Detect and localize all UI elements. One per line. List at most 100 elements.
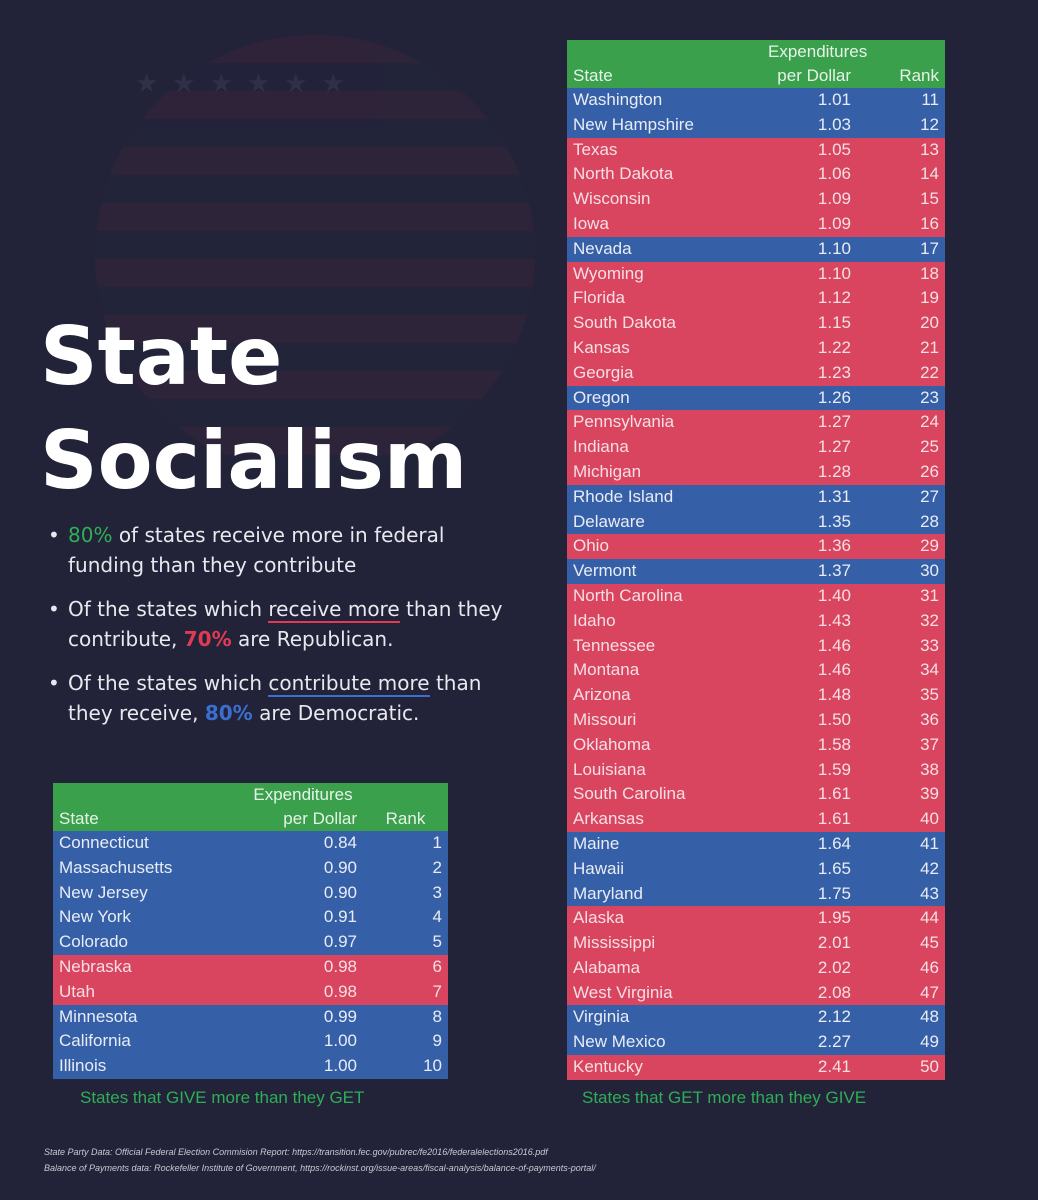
rank-cell: 37 — [857, 732, 945, 758]
get-caption: States that GET more than they GIVE — [582, 1088, 867, 1107]
rank-cell: 27 — [857, 484, 945, 510]
bullet-3-post: are Democratic. — [259, 701, 420, 725]
value-cell: 0.90 — [243, 880, 363, 906]
state-cell: North Carolina — [567, 583, 762, 609]
get-states-table: Expenditures State per Dollar Rank Washi… — [567, 40, 945, 1080]
table-header-row-2: State per Dollar Rank — [567, 64, 945, 88]
value-cell: 1.00 — [243, 1029, 363, 1055]
table-row: Connecticut 0.84 1 — [53, 831, 448, 856]
rank-cell: 17 — [857, 236, 945, 262]
rank-cell: 44 — [857, 906, 945, 932]
state-cell: Wyoming — [567, 261, 762, 287]
bullet-1: • 80% of states receive more in federal … — [48, 520, 518, 580]
rank-cell: 41 — [857, 831, 945, 857]
bullet-dot-icon: • — [48, 671, 60, 695]
value-cell: 1.58 — [762, 732, 857, 758]
state-cell: Iowa — [567, 211, 762, 237]
give-caption: States that GIVE more than they GET — [80, 1088, 365, 1107]
table-row: Washington 1.01 11 — [567, 88, 945, 113]
state-cell: Minnesota — [53, 1004, 243, 1030]
value-cell: 1.59 — [762, 757, 857, 783]
table-row: Nebraska 0.98 6 — [53, 954, 448, 980]
value-cell: 1.75 — [762, 881, 857, 907]
header-rank: Rank — [857, 64, 945, 88]
value-cell: 1.36 — [762, 534, 857, 560]
value-cell: 1.61 — [762, 807, 857, 832]
rank-cell: 11 — [857, 88, 945, 113]
bullet-2-pre: Of the states which — [68, 597, 263, 621]
rank-cell: 50 — [857, 1055, 945, 1080]
state-cell: Florida — [567, 286, 762, 312]
header-state: State — [567, 64, 762, 88]
state-cell: West Virginia — [567, 980, 762, 1006]
state-cell: New Mexico — [567, 1030, 762, 1056]
rank-cell: 48 — [857, 1005, 945, 1031]
bullet-3-pre: Of the states which — [68, 671, 263, 695]
page-title: State Socialism — [40, 305, 467, 513]
bullet-dot-icon: • — [48, 523, 60, 547]
bullet-3-underline: contribute more — [268, 671, 430, 697]
value-cell: 1.35 — [762, 509, 857, 535]
table-row: Alabama 2.02 46 — [567, 955, 945, 981]
rank-cell: 28 — [857, 509, 945, 535]
bullet-2-underline: receive more — [268, 597, 400, 623]
bullet-3: • Of the states which contribute more th… — [48, 668, 518, 728]
value-cell: 2.12 — [762, 1005, 857, 1031]
state-cell: Missouri — [567, 707, 762, 733]
value-cell: 1.31 — [762, 484, 857, 510]
value-cell: 2.27 — [762, 1030, 857, 1056]
state-cell: Texas — [567, 137, 762, 163]
state-cell: Idaho — [567, 608, 762, 634]
table-row: South Carolina 1.61 39 — [567, 782, 945, 808]
sources-footer: State Party Data: Official Federal Elect… — [44, 1144, 596, 1176]
rank-cell: 29 — [857, 534, 945, 560]
value-cell: 1.15 — [762, 311, 857, 336]
rank-cell: 24 — [857, 410, 945, 436]
value-cell: 0.90 — [243, 855, 363, 881]
state-cell: Maine — [567, 831, 762, 857]
table-row: North Carolina 1.40 31 — [567, 583, 945, 609]
rank-cell: 21 — [857, 335, 945, 361]
state-cell: New Hampshire — [567, 112, 762, 138]
state-cell: Oregon — [567, 385, 762, 411]
value-cell: 1.37 — [762, 559, 857, 584]
rank-cell: 8 — [363, 1004, 448, 1030]
table-row: Mississippi 2.01 45 — [567, 931, 945, 956]
state-cell: Georgia — [567, 360, 762, 386]
table-row: Indiana 1.27 25 — [567, 435, 945, 460]
table-row: Montana 1.46 34 — [567, 658, 945, 684]
table-row: Delaware 1.35 28 — [567, 509, 945, 535]
bullet-1-text: of states receive more in federal fundin… — [68, 523, 445, 577]
state-cell: Pennsylvania — [567, 410, 762, 436]
value-cell: 1.46 — [762, 658, 857, 684]
state-cell: New York — [53, 905, 243, 931]
state-cell: Nebraska — [53, 954, 243, 980]
state-cell: Indiana — [567, 435, 762, 460]
header-blank — [53, 783, 243, 807]
table-header-row-1: Expenditures — [53, 783, 448, 807]
rank-cell: 25 — [857, 435, 945, 460]
value-cell: 0.91 — [243, 905, 363, 931]
table-row: Wisconsin 1.09 15 — [567, 187, 945, 212]
value-cell: 1.10 — [762, 236, 857, 262]
bullet-dot-icon: • — [48, 597, 60, 621]
value-cell: 1.27 — [762, 435, 857, 460]
value-cell: 2.08 — [762, 980, 857, 1006]
state-cell: Alabama — [567, 955, 762, 981]
table-row: California 1.00 9 — [53, 1029, 448, 1055]
table-header-row-1: Expenditures — [567, 40, 945, 64]
rank-cell: 3 — [363, 880, 448, 906]
state-cell: South Dakota — [567, 311, 762, 336]
rank-cell: 42 — [857, 856, 945, 882]
state-cell: Colorado — [53, 930, 243, 955]
value-cell: 1.95 — [762, 906, 857, 932]
table-row: Massachusetts 0.90 2 — [53, 855, 448, 881]
table-row: West Virginia 2.08 47 — [567, 980, 945, 1006]
table-row: Tennessee 1.46 33 — [567, 633, 945, 659]
bullet-3-mid: than they receive, — [68, 671, 482, 725]
value-cell: 1.09 — [762, 187, 857, 212]
state-cell: Kansas — [567, 335, 762, 361]
value-cell: 1.12 — [762, 286, 857, 312]
value-cell: 0.99 — [243, 1004, 363, 1030]
table-row: New York 0.91 4 — [53, 905, 448, 931]
